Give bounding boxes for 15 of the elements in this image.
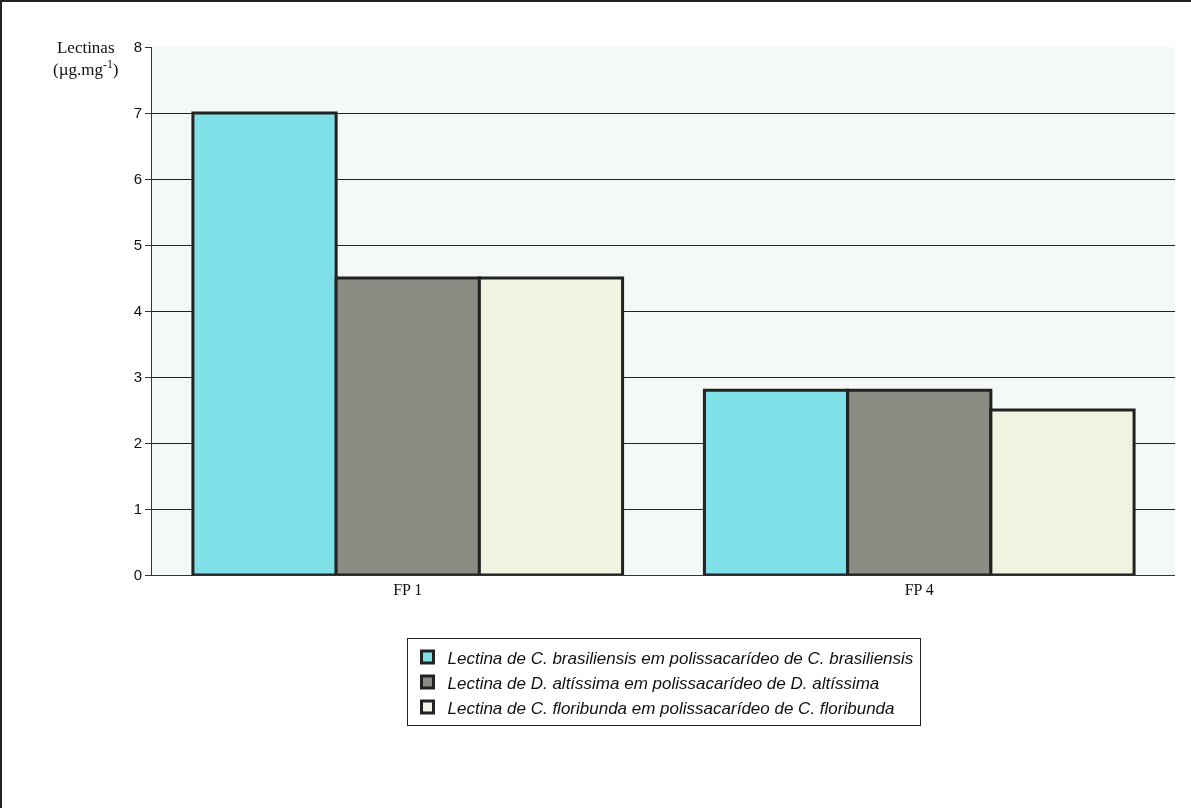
x-tick-label: FP 1 bbox=[393, 581, 423, 599]
y-tick-label: 0 bbox=[133, 566, 142, 584]
y-tick-label: 2 bbox=[133, 434, 142, 452]
y-tick-label: 4 bbox=[133, 302, 142, 320]
y-tick-label: 7 bbox=[133, 104, 142, 122]
legend-label: Lectina de D. altíssima em polissacarídeo de D. altíssima bbox=[447, 673, 880, 693]
legend-label: Lectina de C. brasiliensis em polissacarídeo de C. brasiliensis bbox=[447, 648, 914, 668]
y-tick-label: 8 bbox=[133, 38, 142, 56]
y-tick-label: 6 bbox=[133, 170, 142, 188]
legend-label: Lectina de C. floribunda em polissacarídeo de C. floribunda bbox=[447, 698, 895, 718]
y-tick-label: 3 bbox=[133, 368, 142, 386]
y-axis-title: Lectinas (µg.mg$^{-1}$) bbox=[53, 38, 119, 80]
x-tick-label: FP 4 bbox=[904, 581, 934, 599]
y-tick-label: 1 bbox=[133, 500, 142, 518]
y-tick-label: 5 bbox=[133, 236, 142, 254]
